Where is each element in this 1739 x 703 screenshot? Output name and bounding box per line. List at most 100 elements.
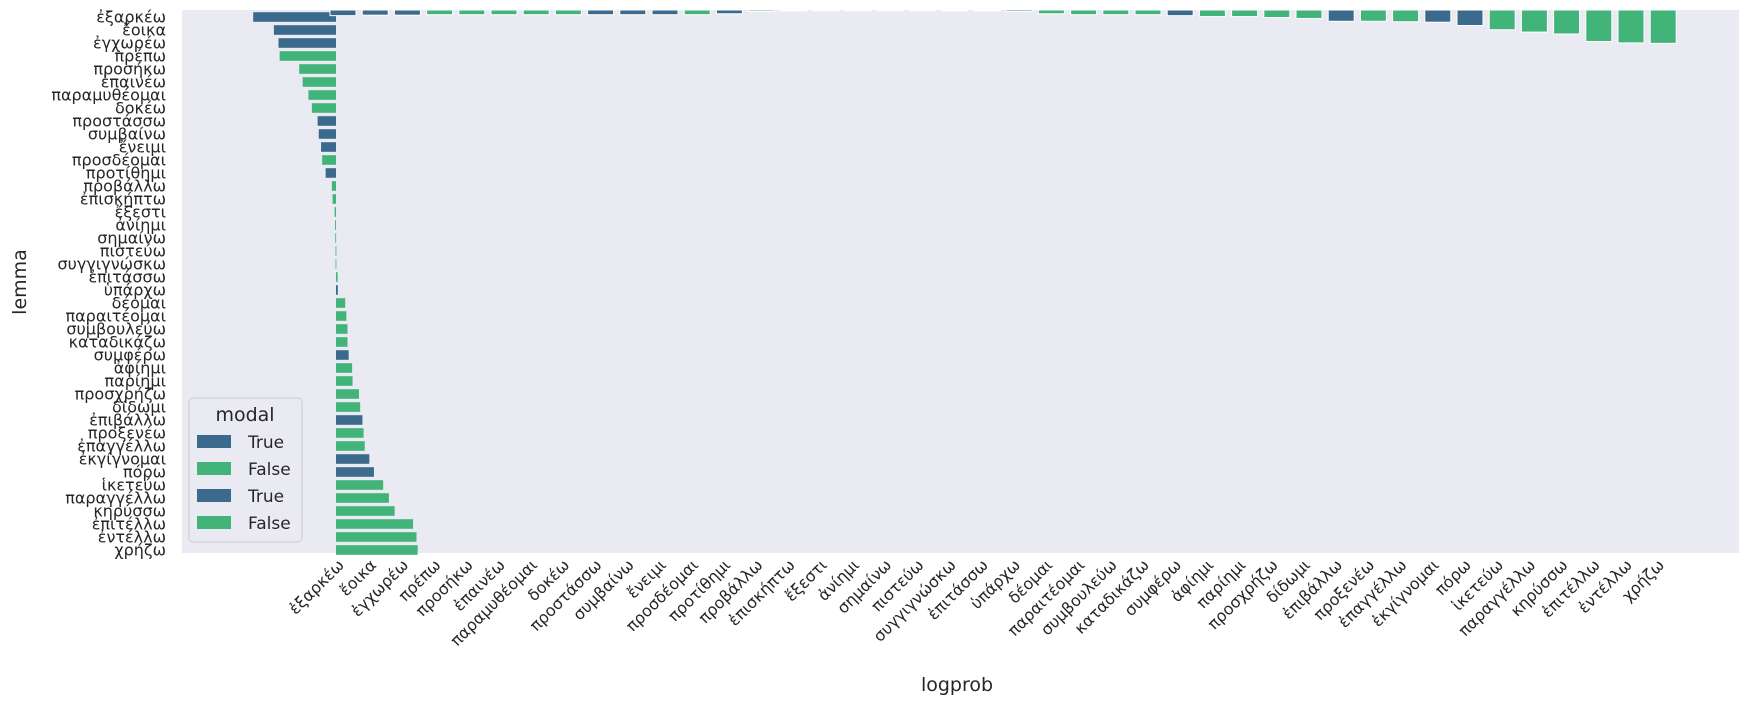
y-tick-label: κηρύσσω xyxy=(93,502,166,521)
y-tick-label: συμφέρω xyxy=(94,346,166,365)
bar-h-5 xyxy=(302,77,336,87)
y-tick-label: σημαίνω xyxy=(97,229,166,248)
bar-v-8 xyxy=(587,9,615,16)
y-tick-label: πρέπω xyxy=(115,47,166,66)
legend-label: True xyxy=(247,487,284,507)
bar-v-27 xyxy=(1198,9,1226,18)
bar-v-40 xyxy=(1617,9,1645,44)
y-tick-label: παραμυθέομαι xyxy=(51,86,166,105)
y-tick-label: προτίθημι xyxy=(86,164,166,183)
bar-h-4 xyxy=(299,64,336,74)
y-tick-label: προβάλλω xyxy=(83,177,166,196)
x-axis-title: logprob xyxy=(921,674,993,696)
bar-h-16 xyxy=(335,220,336,230)
bar-h-28 xyxy=(336,376,353,386)
bar-h-22 xyxy=(336,298,346,308)
bar-h-6 xyxy=(308,90,336,100)
legend-label: True xyxy=(247,433,284,453)
legend-swatch xyxy=(197,462,231,475)
bar-v-35 xyxy=(1456,9,1484,27)
y-tick-label: ἐγχωρέω xyxy=(93,34,166,53)
legend-swatch xyxy=(197,435,231,448)
y-tick-label: παραγγέλλω xyxy=(65,489,166,508)
bar-v-30 xyxy=(1295,9,1323,19)
bar-h-36 xyxy=(336,480,384,490)
y-tick-labels: ἐξαρκέωἔοικαἐγχωρέωπρέπωπροσήκωἐπαινέωπα… xyxy=(51,8,166,560)
bar-v-18 xyxy=(909,9,937,12)
y-tick-label: συγγιγνώσκω xyxy=(57,255,166,274)
bar-v-12 xyxy=(715,9,743,15)
bar-h-38 xyxy=(336,506,395,516)
y-tick-label: προσήκω xyxy=(93,60,166,79)
bar-v-23 xyxy=(1070,9,1098,16)
bar-h-14 xyxy=(332,194,336,204)
legend-swatch xyxy=(197,516,231,529)
bar-h-20 xyxy=(336,272,338,282)
y-tick-label: ὑπάρχω xyxy=(104,281,166,300)
bar-v-4 xyxy=(458,9,486,16)
legend: modal True False True False xyxy=(188,397,303,543)
y-tick-label: ἐπαινέω xyxy=(101,73,166,92)
bar-v-33 xyxy=(1392,9,1420,23)
y-tick-label: προσδέομαι xyxy=(72,151,166,170)
bar-h-26 xyxy=(336,350,349,360)
y-tick-label: ἔξεστι xyxy=(115,203,166,222)
bar-h-9 xyxy=(318,129,336,139)
bar-v-7 xyxy=(554,9,582,16)
bar-h-3 xyxy=(279,51,336,61)
bar-h-32 xyxy=(336,428,364,438)
bar-h-33 xyxy=(336,441,365,451)
bar-v-11 xyxy=(683,9,711,16)
y-tick-label: πόρω xyxy=(123,463,166,482)
legend-label: False xyxy=(248,460,291,480)
y-tick-label: ἐξαρκέω xyxy=(96,8,166,27)
y-tick-label: ἐπαγγέλλω xyxy=(77,437,166,456)
y-tick-label: παραιτέομαι xyxy=(65,307,166,326)
bar-h-21 xyxy=(336,285,338,295)
y-tick-label: δίδωμι xyxy=(112,398,166,417)
bar-h-25 xyxy=(336,337,348,347)
y-tick-label: παρίημι xyxy=(105,372,166,391)
bar-v-26 xyxy=(1166,9,1194,17)
y-tick-label: ἐπιβάλλω xyxy=(89,411,166,430)
bar-v-2 xyxy=(393,9,421,16)
bar-v-24 xyxy=(1102,9,1130,16)
y-tick-label: δοκέω xyxy=(115,99,166,118)
bar-v-0 xyxy=(329,9,357,17)
bar-v-16 xyxy=(844,9,872,12)
bar-v-21 xyxy=(1005,9,1033,12)
x-tick-labels: ἐξαρκέωἔοικαἐγχωρέωπρέπωπροσήκωἐπαινέωπα… xyxy=(285,555,1668,650)
y-tick-label: ἔνειμι xyxy=(119,138,166,157)
bar-h-24 xyxy=(336,324,348,334)
bar-h-40 xyxy=(336,532,417,542)
bar-v-5 xyxy=(490,9,518,16)
vertical-bars xyxy=(329,9,1677,44)
bar-h-13 xyxy=(331,181,336,191)
y-tick-label: ἀφίημι xyxy=(114,359,166,378)
legend-swatch xyxy=(197,489,231,502)
bar-v-29 xyxy=(1263,9,1291,19)
y-tick-label: ἐπισκήπτω xyxy=(80,190,166,209)
bar-v-34 xyxy=(1424,9,1452,23)
bar-v-17 xyxy=(876,9,904,12)
legend-title: modal xyxy=(215,404,274,426)
bar-h-29 xyxy=(336,389,359,399)
bar-v-15 xyxy=(812,9,840,12)
y-tick-label: προστάσσω xyxy=(72,112,166,131)
bar-h-8 xyxy=(317,116,336,126)
legend-label: False xyxy=(248,514,291,534)
y-tick-label: ἐπιτέλλω xyxy=(92,515,166,534)
y-tick-label: δέομαι xyxy=(112,294,166,313)
bar-h-17 xyxy=(335,233,337,243)
bar-h-30 xyxy=(336,402,361,412)
bar-v-3 xyxy=(426,9,454,16)
y-tick-label: ἔοικα xyxy=(122,21,166,40)
bar-h-19 xyxy=(335,259,337,269)
bar-v-37 xyxy=(1520,9,1548,33)
bar-v-25 xyxy=(1134,9,1162,16)
bar-h-31 xyxy=(336,415,363,425)
bar-h-35 xyxy=(336,467,374,477)
bar-v-19 xyxy=(941,9,969,12)
bar-v-22 xyxy=(1037,9,1065,15)
